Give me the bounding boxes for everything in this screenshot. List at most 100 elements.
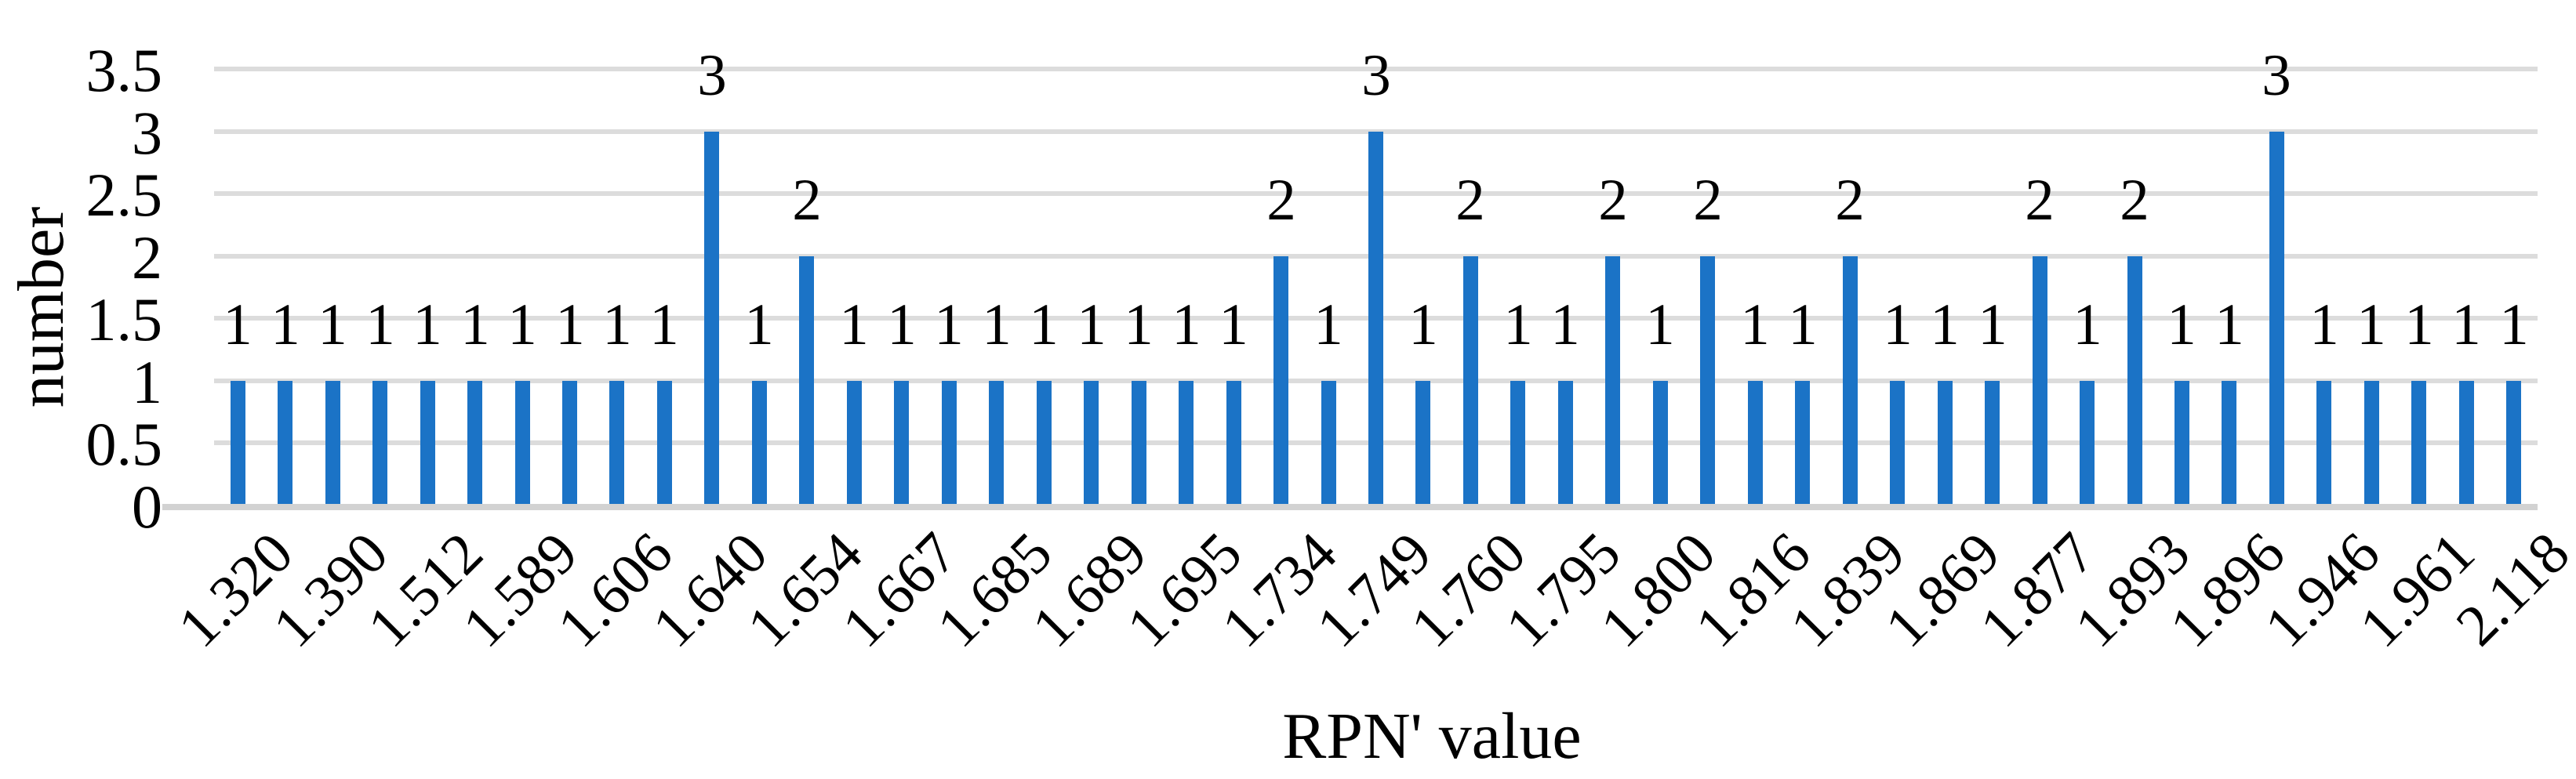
bar bbox=[1132, 381, 1146, 504]
bar bbox=[515, 381, 530, 504]
bar-data-label: 3 bbox=[2262, 43, 2291, 108]
gridline bbox=[214, 129, 2538, 134]
bar-data-label: 1 bbox=[1408, 292, 1438, 357]
bar bbox=[752, 381, 767, 504]
bar bbox=[2364, 381, 2379, 504]
bar-data-label: 1 bbox=[2214, 292, 2244, 357]
bar-data-label: 1 bbox=[1883, 292, 1913, 357]
bar-data-label: 1 bbox=[1029, 292, 1059, 357]
bar-data-label: 1 bbox=[1172, 292, 1201, 357]
bar bbox=[372, 381, 387, 504]
bar-data-label: 1 bbox=[412, 292, 442, 357]
y-axis-tick-label: 3 bbox=[132, 98, 162, 167]
bar bbox=[2080, 381, 2095, 504]
bar-data-label: 1 bbox=[1503, 292, 1533, 357]
bar bbox=[467, 381, 482, 504]
bar bbox=[942, 381, 957, 504]
bar-data-label: 2 bbox=[792, 168, 822, 233]
bar-data-label: 1 bbox=[2404, 292, 2434, 357]
bar-data-label: 1 bbox=[2356, 292, 2386, 357]
bar-data-label: 2 bbox=[2025, 168, 2055, 233]
bar bbox=[1558, 381, 1573, 504]
bar-data-label: 1 bbox=[365, 292, 395, 357]
bar bbox=[1795, 381, 1810, 504]
bar-data-label: 1 bbox=[507, 292, 537, 357]
bar bbox=[989, 381, 1004, 504]
bar bbox=[1938, 381, 1953, 504]
bar-data-label: 2 bbox=[1455, 168, 1485, 233]
bar bbox=[2411, 381, 2426, 504]
bar bbox=[2269, 132, 2284, 504]
bar bbox=[799, 256, 814, 504]
bar-data-label: 1 bbox=[555, 292, 585, 357]
bar bbox=[1037, 381, 1052, 504]
bar-data-label: 1 bbox=[744, 292, 774, 357]
bar bbox=[2316, 381, 2331, 504]
y-axis-tick-label: 2.5 bbox=[85, 161, 163, 230]
bar bbox=[1084, 381, 1099, 504]
bar bbox=[1700, 256, 1715, 504]
bar bbox=[231, 381, 245, 504]
bar-data-label: 1 bbox=[1124, 292, 1154, 357]
bar bbox=[1843, 256, 1858, 504]
gridline bbox=[214, 67, 2538, 71]
x-axis-title: RPN' value bbox=[1282, 700, 1582, 773]
bar-data-label: 1 bbox=[839, 292, 869, 357]
bar-data-label: 1 bbox=[602, 292, 632, 357]
bar-data-label: 1 bbox=[1550, 292, 1580, 357]
bar-data-label: 1 bbox=[1740, 292, 1770, 357]
bar-data-label: 1 bbox=[1219, 292, 1248, 357]
y-axis-tick-label: 2 bbox=[132, 223, 162, 292]
bar bbox=[1415, 381, 1430, 504]
bar bbox=[2033, 256, 2047, 504]
bar bbox=[420, 381, 435, 504]
bar bbox=[1510, 381, 1525, 504]
bar-data-label: 2 bbox=[1835, 168, 1865, 233]
bar bbox=[1890, 381, 1905, 504]
y-axis-tick-label: 1 bbox=[132, 347, 162, 416]
bar bbox=[2459, 381, 2474, 504]
bar-data-label: 2 bbox=[1266, 168, 1296, 233]
bar bbox=[894, 381, 909, 504]
bar bbox=[278, 381, 292, 504]
bar-data-label: 1 bbox=[318, 292, 347, 357]
bar bbox=[2175, 381, 2189, 504]
bar bbox=[1226, 381, 1241, 504]
bar-data-label: 1 bbox=[2451, 292, 2481, 357]
bar bbox=[562, 381, 577, 504]
bar-data-label: 1 bbox=[2073, 292, 2102, 357]
bar-data-label: 1 bbox=[1645, 292, 1675, 357]
bar-data-label: 2 bbox=[1598, 168, 1628, 233]
bar bbox=[1605, 256, 1620, 504]
bar bbox=[1985, 381, 2000, 504]
bar bbox=[1273, 256, 1288, 504]
bar-data-label: 3 bbox=[697, 43, 727, 108]
bar-data-label: 1 bbox=[982, 292, 1012, 357]
bar bbox=[1748, 381, 1763, 504]
bar bbox=[1321, 381, 1336, 504]
bar bbox=[1463, 256, 1478, 504]
bar-data-label: 2 bbox=[1693, 168, 1723, 233]
bar bbox=[847, 381, 862, 504]
y-axis-tick-label: 1.5 bbox=[85, 285, 163, 354]
bar bbox=[704, 132, 719, 504]
bar-data-label: 3 bbox=[1361, 43, 1391, 108]
bar bbox=[2222, 381, 2236, 504]
bar bbox=[325, 381, 340, 504]
bar bbox=[609, 381, 624, 504]
bar bbox=[2506, 381, 2521, 504]
bar-data-label: 1 bbox=[223, 292, 253, 357]
bar-data-label: 1 bbox=[649, 292, 679, 357]
bar-data-label: 1 bbox=[460, 292, 490, 357]
bar-data-label: 1 bbox=[2167, 292, 2196, 357]
bar-data-label: 1 bbox=[271, 292, 300, 357]
bar-data-label: 1 bbox=[1788, 292, 1818, 357]
bar-data-label: 1 bbox=[2499, 292, 2529, 357]
bar-data-label: 1 bbox=[1978, 292, 2007, 357]
bar-data-label: 1 bbox=[934, 292, 964, 357]
bar-data-label: 1 bbox=[1313, 292, 1343, 357]
bar bbox=[1179, 381, 1194, 504]
y-axis-tick-label: 0 bbox=[132, 473, 162, 541]
bar-data-label: 1 bbox=[2309, 292, 2339, 357]
